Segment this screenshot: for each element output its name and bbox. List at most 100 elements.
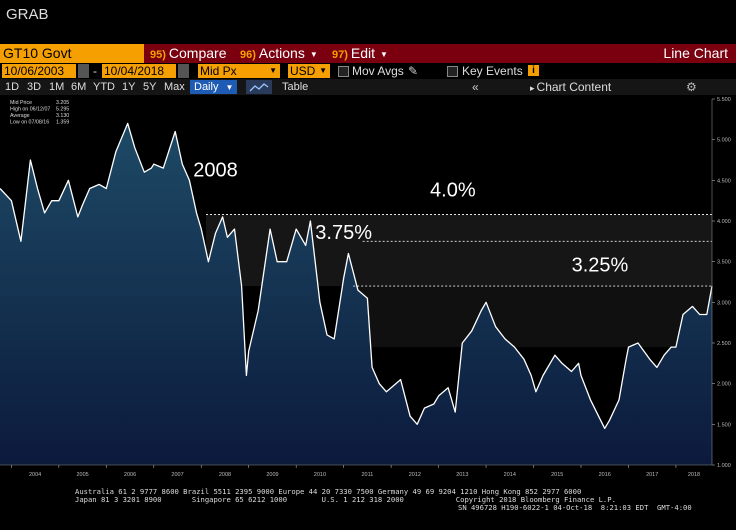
annotation-label: 3.25% [572, 254, 629, 276]
y-tick-label: 3.500 [717, 260, 731, 266]
frequency-select[interactable]: Daily ▼ [190, 80, 238, 94]
compare-button[interactable]: 95) Compare [150, 44, 227, 63]
legend-high-label: High on 06/12/07 [10, 107, 50, 113]
x-tick-label: 2005 [76, 472, 88, 478]
edit-number: 97) [332, 49, 348, 61]
end-date-input[interactable]: 10/04/2018 [102, 64, 176, 78]
footer-session: SN 496728 H190-6022-1 04-Oct-18 8:21:03 … [458, 503, 692, 512]
collapse-left-icon[interactable]: « [472, 80, 479, 94]
legend-avg-label: Average [10, 113, 30, 119]
y-tick-label: 5.000 [717, 138, 731, 144]
period-6m[interactable]: 6M [71, 81, 87, 93]
ticker-field[interactable]: GT10 Govt [0, 44, 144, 63]
chevron-down-icon: ▼ [319, 66, 327, 75]
x-tick-label: 2006 [124, 472, 136, 478]
x-tick-label: 2014 [504, 472, 516, 478]
annotation-label: 2008 [193, 159, 238, 181]
period-max[interactable]: Max [164, 81, 185, 93]
x-tick-label: 2007 [171, 472, 183, 478]
period-ytd[interactable]: YTD [93, 81, 115, 93]
key-events-checkbox[interactable] [447, 66, 458, 77]
chevron-down-icon: ▼ [225, 83, 234, 92]
series-line-mid-price [0, 122, 713, 430]
field-select-value: Mid Px [200, 64, 237, 78]
line-chart-icon-glyph [249, 83, 269, 92]
pencil-icon[interactable]: ✎ [408, 64, 419, 78]
price-line [0, 122, 713, 430]
area-fill [0, 123, 712, 466]
currency-select[interactable]: USD ▼ [288, 64, 330, 78]
period-3d[interactable]: 3D [27, 81, 42, 93]
calendar-icon[interactable] [78, 64, 89, 78]
footer-contacts-1: Australia 61 2 9777 8600 Brazil 5511 239… [75, 487, 582, 496]
reference-lines [206, 214, 712, 287]
window-titlebar [0, 0, 736, 44]
currency-value: USD [290, 64, 316, 78]
legend-low-label: Low on 07/08/16 [10, 120, 49, 126]
shaded-band [353, 286, 712, 348]
chevron-icon: ▸ [530, 83, 535, 93]
actions-button[interactable]: 96) Actions ▼ [240, 44, 318, 63]
chevron-down-icon: ▼ [309, 49, 318, 59]
x-tick-label: 2015 [551, 472, 563, 478]
legend-low-value: 1.359 [56, 120, 69, 126]
mov-avgs-label: Mov Avgs [352, 64, 404, 78]
x-tick-label: 2010 [314, 472, 326, 478]
actions-label: Actions [258, 45, 305, 61]
chart-type-label: Line Chart [663, 45, 728, 61]
legend-avg-value: 3.130 [56, 113, 69, 119]
period-5y[interactable]: 5Y [143, 81, 157, 93]
legend-high-value: 5.295 [56, 107, 69, 113]
x-axis: 2004 2005 2006 2007 2008 2009 2010 2011 2012 2013… [0, 464, 712, 478]
price-chart[interactable]: 2008 4.0% 3.75% 3.25% 1.000 1.500 2.000 2.500 3… [0, 95, 736, 485]
x-tick-label: 2011 [361, 472, 373, 478]
x-tick-label: 2004 [29, 472, 41, 478]
chevron-down-icon: ▼ [380, 49, 388, 59]
edit-button[interactable]: 97) Edit ▼ [332, 44, 388, 63]
annotation-label: 4.0% [430, 180, 476, 202]
period-1m[interactable]: 1M [49, 81, 65, 93]
legend-mid-value: 3.205 [56, 100, 69, 106]
footer-contacts-2: Japan 81 3 3201 8900 Singapore 65 6212 1… [75, 495, 616, 504]
legend-mid-label: Mid Price [10, 100, 32, 106]
compare-number: 95) [150, 49, 166, 61]
price-area [0, 123, 712, 466]
actions-number: 96) [240, 49, 256, 61]
period-1d[interactable]: 1D [5, 81, 20, 93]
annotations: 2008 4.0% 3.75% 3.25% [193, 159, 628, 276]
chart-legend: Mid Price 3.205 High on 06/12/07 5.295 A… [10, 100, 69, 126]
period-1y[interactable]: 1Y [122, 81, 136, 93]
y-tick-label: 4.000 [717, 219, 731, 225]
command-toolbar [0, 44, 736, 63]
y-tick-label: 5.500 [717, 97, 731, 103]
date-separator: - [93, 64, 97, 78]
frequency-value: Daily [194, 81, 219, 93]
chevron-down-icon: ▼ [269, 66, 277, 75]
x-tick-label: 2018 [688, 472, 700, 478]
info-icon[interactable]: i [528, 65, 539, 76]
y-tick-label: 2.000 [717, 382, 731, 388]
gear-icon[interactable]: ⚙ [686, 80, 697, 94]
y-tick-label: 4.500 [717, 178, 731, 184]
key-events-label: Key Events [462, 64, 523, 78]
edit-label: Edit [350, 45, 376, 61]
chart-content-button[interactable]: ▸ Chart Content [530, 79, 611, 95]
y-axis: 1.000 1.500 2.000 2.500 3.000 3.500 4.000 4.500… [711, 97, 731, 469]
annotation-label: 3.75% [315, 222, 372, 244]
table-button[interactable]: Table [282, 81, 309, 93]
line-chart-icon[interactable] [246, 80, 272, 94]
mov-avgs-checkbox[interactable] [338, 66, 349, 77]
compare-label: Compare [168, 45, 227, 61]
chart-content-label: Chart Content [536, 80, 612, 94]
x-tick-label: 2012 [409, 472, 421, 478]
start-date-input[interactable]: 10/06/2003 [2, 64, 76, 78]
period-row [0, 79, 736, 95]
x-tick-label: 2016 [599, 472, 611, 478]
x-tick-label: 2009 [266, 472, 278, 478]
y-tick-label: 1.000 [717, 463, 731, 469]
y-tick-label: 1.500 [717, 422, 731, 428]
y-tick-label: 3.000 [717, 300, 731, 306]
calendar-icon[interactable] [178, 64, 189, 78]
x-tick-label: 2017 [646, 472, 658, 478]
field-select[interactable]: Mid Px ▼ [198, 64, 280, 78]
